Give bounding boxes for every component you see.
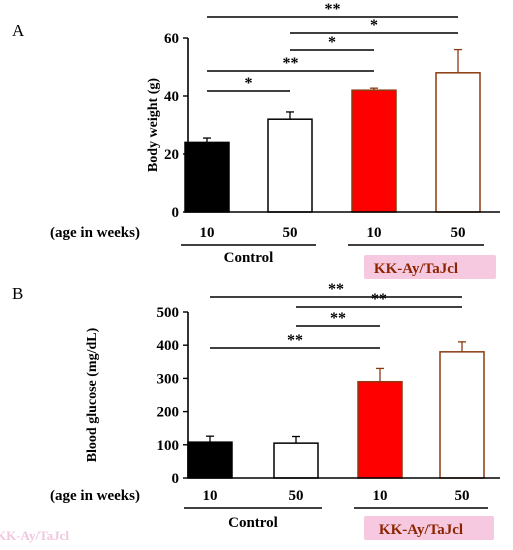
panel-a-category-label: 50 xyxy=(451,225,466,241)
panel-b-y-axis-label: Blood glucose (mg/dL) xyxy=(85,327,100,462)
panel-b-significance-label: ** xyxy=(371,291,387,308)
panel-b-y-tick-label: 200 xyxy=(157,405,180,421)
panel-b-y-tick-label: 100 xyxy=(157,438,180,454)
panel-b-y-tick-label: 500 xyxy=(157,305,180,321)
ghost-watermark-label: KK-Ay/TaJcl xyxy=(0,528,69,543)
panel-a-x-axis-label: (age in weeks) xyxy=(50,225,140,241)
panel-b-bar xyxy=(439,351,485,479)
panel-a-group-label: Control xyxy=(224,250,274,266)
panel-b-significance-label: ** xyxy=(330,310,346,327)
panel-a-y-axis-label: Body weight (g) xyxy=(146,78,161,172)
panel-b-y-tick-label: 300 xyxy=(157,371,180,387)
panel-b-y-tick-label: 0 xyxy=(172,471,180,487)
panel-b-category-label: 10 xyxy=(203,488,218,504)
panel-a-y-tick-label: 40 xyxy=(164,89,179,105)
panel-b-group-label-highlight xyxy=(364,516,494,540)
panel-b-y-tick-label: 400 xyxy=(157,338,180,354)
panel-a-group-label-highlight xyxy=(364,255,496,279)
panel-a-significance-label: ** xyxy=(325,1,341,18)
panel-b-x-axis-label: (age in weeks) xyxy=(50,488,140,504)
panel-a-category-label: 10 xyxy=(367,225,382,241)
panel-a-letter: A xyxy=(12,21,25,40)
panel-b-category-label: 10 xyxy=(373,488,388,504)
panel-b-letter: B xyxy=(12,284,23,303)
panel-a-significance-label: * xyxy=(245,75,253,92)
panel-b-bar xyxy=(187,441,233,479)
panel-a-bar xyxy=(267,118,313,213)
panel-b-significance-label: ** xyxy=(287,332,303,349)
panel-b-bar xyxy=(273,442,319,479)
panel-a-y-tick-label: 20 xyxy=(164,147,179,163)
panel-a-significance-label: ** xyxy=(283,55,299,72)
panel-a-significance-label: * xyxy=(370,17,378,34)
panel-a-y-tick-label: 60 xyxy=(164,31,179,47)
panel-b-category-label: 50 xyxy=(455,488,470,504)
panel-a-bar xyxy=(184,141,230,213)
panel-a-category-label: 10 xyxy=(200,225,215,241)
panel-a-group-label: KK-Ay/TaJcl xyxy=(374,261,458,277)
panel-b-bar xyxy=(357,380,403,479)
panel-b-category-label: 50 xyxy=(289,488,304,504)
panel-b-significance-label: ** xyxy=(328,281,344,298)
panel-b-group-label: KK-Ay/TaJcl xyxy=(379,522,463,538)
panel-a-bar xyxy=(351,89,397,213)
panel-a-category-label: 50 xyxy=(283,225,298,241)
panel-a-y-tick-label: 0 xyxy=(172,205,180,221)
panel-b-group-label: Control xyxy=(228,515,278,531)
panel-a-significance-label: * xyxy=(328,34,336,51)
panel-a-bar xyxy=(435,72,481,213)
